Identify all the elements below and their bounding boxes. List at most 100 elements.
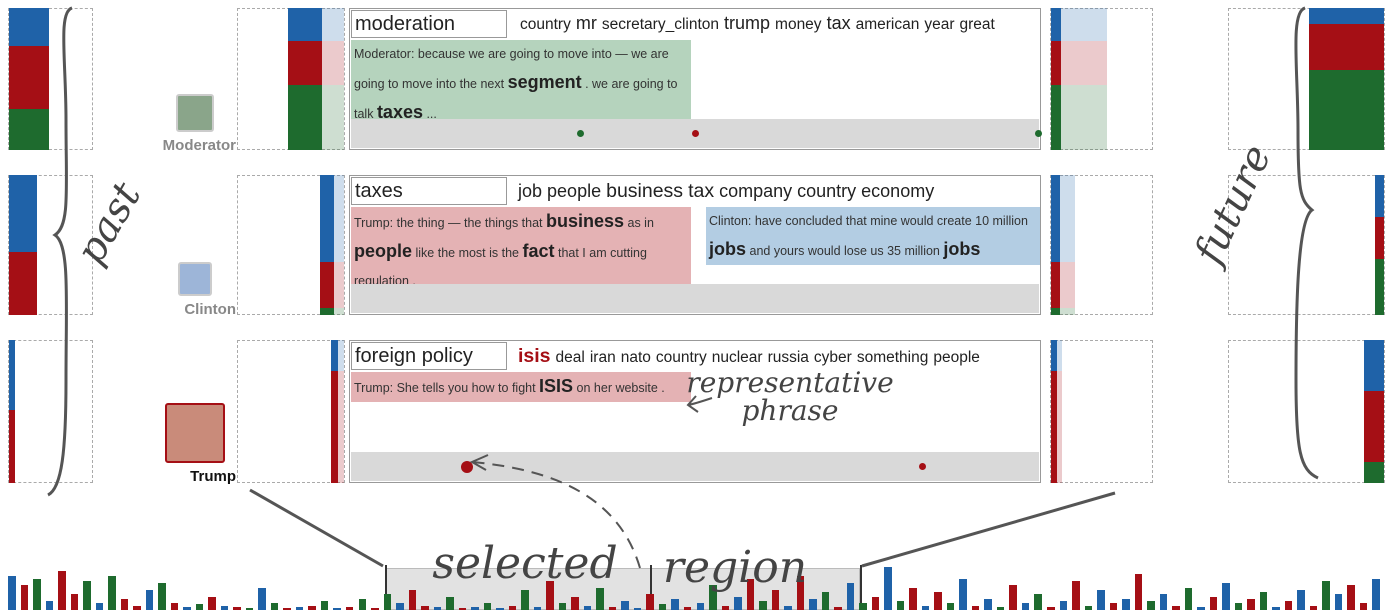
timeline-bar bbox=[972, 606, 980, 611]
topic-label: moderation bbox=[351, 10, 507, 38]
speaker-avatar bbox=[165, 403, 225, 463]
stack-segment bbox=[288, 85, 322, 150]
context-box bbox=[237, 340, 345, 483]
timeline-bar bbox=[371, 608, 379, 610]
timeline-bar bbox=[1060, 601, 1068, 610]
timeline-bar bbox=[221, 606, 229, 611]
stack-segment bbox=[1364, 391, 1384, 461]
timeline-bar bbox=[459, 608, 467, 610]
timeline-bar bbox=[1197, 607, 1205, 610]
timeline-bar bbox=[872, 597, 880, 611]
stack-segment bbox=[1364, 340, 1384, 391]
timeline-bar bbox=[246, 608, 254, 610]
timeline-bar bbox=[446, 597, 454, 611]
timeline-bar bbox=[747, 579, 755, 611]
stack-segment bbox=[9, 410, 15, 483]
timeline-bar bbox=[634, 608, 642, 610]
timeline-bar bbox=[722, 606, 730, 611]
stack-segment bbox=[9, 46, 49, 108]
timeline-bar bbox=[984, 599, 992, 610]
stack-segment-light bbox=[1061, 85, 1107, 150]
keyword: job bbox=[518, 181, 542, 201]
phrase-position bbox=[919, 463, 926, 470]
stack-segment bbox=[9, 8, 49, 46]
stack-segment-light bbox=[1061, 8, 1107, 41]
timeline-bar bbox=[421, 606, 429, 611]
context-box bbox=[1228, 175, 1385, 315]
stack-segment bbox=[1051, 85, 1061, 150]
stack-segment bbox=[1375, 217, 1384, 259]
keyword: company bbox=[719, 181, 792, 201]
keyword: business bbox=[606, 180, 683, 202]
timeline-bar bbox=[571, 597, 579, 611]
timeline-bar bbox=[847, 583, 855, 610]
timeline-bar bbox=[521, 590, 529, 610]
keyword: money bbox=[775, 16, 822, 33]
timeline-bar bbox=[509, 606, 517, 611]
representative-phrase: Trump: She tells you how to fight ISIS o… bbox=[351, 372, 691, 402]
keyword: people bbox=[933, 349, 980, 366]
phrase-part: business bbox=[546, 211, 624, 231]
stack-segment bbox=[1375, 259, 1384, 315]
stack-segment bbox=[1375, 175, 1384, 217]
timeline-bar bbox=[434, 607, 442, 610]
context-box bbox=[1050, 340, 1153, 483]
speaker-avatar bbox=[176, 94, 214, 132]
timeline-bar bbox=[183, 607, 191, 610]
timeline-bar bbox=[1160, 594, 1168, 610]
timeline-bar bbox=[1047, 607, 1055, 610]
timeline-bar bbox=[1110, 603, 1118, 610]
timeline-bar bbox=[171, 603, 179, 610]
timeline-bar bbox=[296, 607, 304, 610]
timeline-bar bbox=[621, 601, 629, 610]
stack-segment bbox=[1051, 308, 1060, 315]
keyword: tax bbox=[688, 180, 714, 202]
stack-segment bbox=[288, 8, 322, 41]
stack-segment bbox=[320, 308, 334, 315]
timeline-bar bbox=[96, 603, 104, 610]
keyword: economy bbox=[861, 181, 934, 201]
timeline-bar bbox=[697, 603, 705, 610]
timeline-bar bbox=[822, 592, 830, 610]
timeline-bar bbox=[1172, 606, 1180, 611]
timeline-bar bbox=[909, 588, 917, 611]
stack-segment-light bbox=[338, 340, 344, 371]
timeline-bar bbox=[1185, 588, 1193, 611]
timeline-bar bbox=[1322, 581, 1330, 610]
stack-segment-light bbox=[1061, 41, 1107, 85]
keyword: country bbox=[656, 349, 707, 366]
stack-segment bbox=[320, 262, 334, 308]
keyword: nato bbox=[621, 349, 651, 366]
phrase-part: on her website . bbox=[573, 381, 665, 395]
timeline-bar bbox=[8, 576, 16, 610]
timeline-bar bbox=[158, 583, 166, 610]
timeline-bar bbox=[196, 604, 204, 610]
timeline-bar bbox=[1235, 603, 1243, 610]
timeline-bar bbox=[1347, 585, 1355, 610]
phrase-part: as in bbox=[624, 216, 654, 230]
timeline-bar bbox=[1247, 599, 1255, 610]
timeline-bar bbox=[1085, 606, 1093, 611]
stack-segment bbox=[1309, 70, 1384, 150]
stack-segment-light bbox=[322, 85, 344, 150]
timeline-bar bbox=[146, 590, 154, 610]
topic-label: taxes bbox=[351, 177, 507, 205]
timeline-bar bbox=[797, 576, 805, 610]
timeline-bar bbox=[359, 599, 367, 610]
topic-panel: foreign policyisisdealirannatocountrynuc… bbox=[349, 340, 1041, 483]
stack-segment bbox=[288, 41, 322, 85]
stack-segment bbox=[1364, 462, 1384, 483]
timeline-bar bbox=[484, 603, 492, 610]
speaker-avatar bbox=[178, 262, 212, 296]
timeline-bar bbox=[959, 579, 967, 611]
phrase-part: Clinton: have concluded that mine would … bbox=[709, 214, 1028, 228]
topic-panel: moderationcountrymrsecretary_clintontrum… bbox=[349, 8, 1041, 150]
keyword: country bbox=[797, 181, 856, 201]
timeline-bar bbox=[1260, 592, 1268, 610]
timeline-bar bbox=[947, 603, 955, 610]
keyword: country bbox=[520, 16, 571, 33]
timeline-bar bbox=[71, 594, 79, 610]
timeline-bar bbox=[784, 606, 792, 611]
speaker-name: Moderator bbox=[100, 137, 236, 154]
